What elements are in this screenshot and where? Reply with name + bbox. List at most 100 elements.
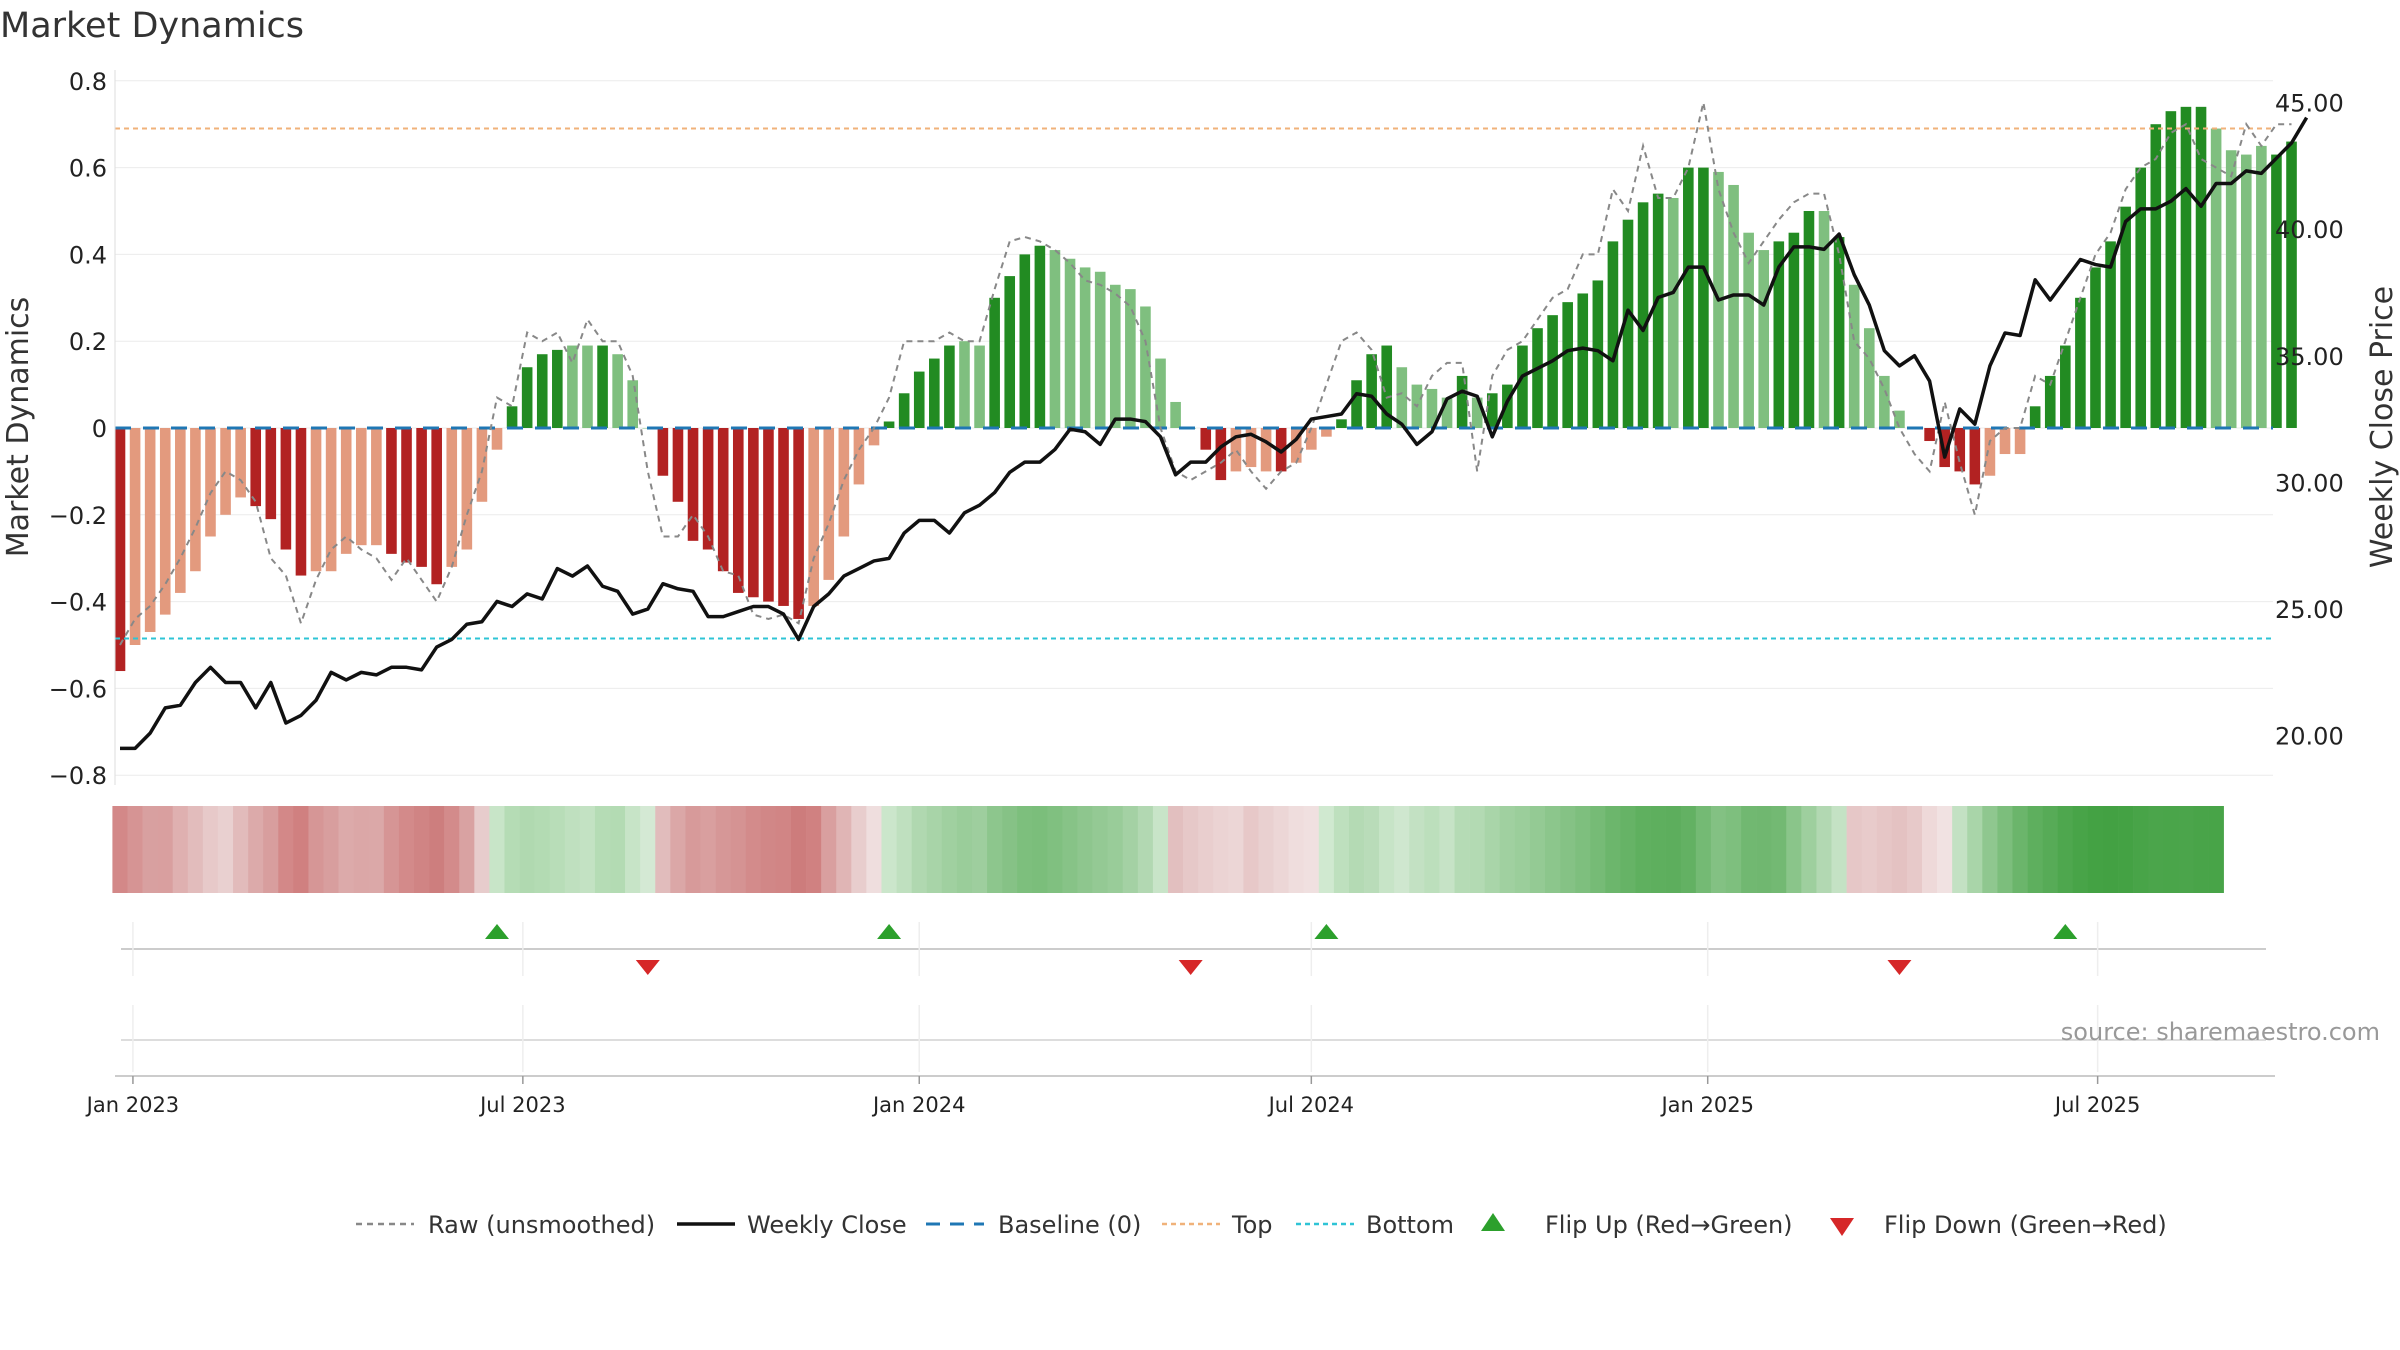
strip-cell bbox=[1771, 806, 1787, 893]
dynamics-bar bbox=[672, 428, 684, 502]
strip-cell bbox=[248, 806, 264, 893]
dynamics-bar bbox=[1562, 302, 1573, 428]
strip-cell bbox=[775, 806, 792, 893]
legend-raw: Raw (unsmoothed) bbox=[428, 1211, 655, 1239]
strip-cell bbox=[1333, 806, 1350, 893]
strip-cell bbox=[1348, 806, 1365, 893]
strip-cell bbox=[1545, 806, 1561, 893]
dynamics-bar bbox=[597, 345, 608, 428]
dynamics-bar bbox=[1939, 428, 1950, 468]
dynamics-bar bbox=[959, 341, 970, 428]
strip-cell bbox=[655, 806, 671, 893]
strip-cell bbox=[1243, 806, 1259, 893]
strip-cell bbox=[2102, 806, 2119, 893]
dynamics-bar bbox=[295, 428, 307, 576]
strip-cell bbox=[1922, 806, 1938, 893]
strip-cell bbox=[564, 806, 581, 893]
flip-down-marker bbox=[635, 960, 660, 975]
y2-tick-label: 40.00 bbox=[2275, 216, 2344, 244]
dynamics-bar bbox=[1622, 219, 1634, 428]
strip-cell bbox=[2042, 806, 2059, 893]
dynamics-bar bbox=[401, 428, 412, 563]
strip-cell bbox=[1982, 806, 1998, 893]
strip-cell bbox=[579, 806, 596, 893]
dynamics-bar bbox=[567, 345, 578, 428]
legend-top: Top bbox=[1231, 1211, 1273, 1239]
strip-cell bbox=[1846, 806, 1862, 893]
strip-cell bbox=[2118, 806, 2134, 893]
dynamics-bar bbox=[1441, 397, 1453, 428]
strip-cell bbox=[2087, 806, 2104, 893]
dynamics-bar bbox=[717, 428, 729, 572]
dynamics-bar bbox=[2060, 345, 2071, 428]
strip-cell bbox=[2193, 806, 2209, 893]
x-tick-label: Jul 2025 bbox=[2053, 1093, 2140, 1117]
strip-cell bbox=[217, 806, 234, 893]
dynamics-bar bbox=[536, 354, 548, 428]
strip-cell bbox=[926, 806, 943, 893]
strip-cell bbox=[323, 806, 339, 893]
strip-cell bbox=[1318, 806, 1335, 893]
dynamics-bar bbox=[2195, 106, 2207, 428]
strip-cell bbox=[1107, 806, 1124, 893]
strip-cell bbox=[1198, 806, 1214, 893]
dynamics-bar bbox=[1698, 167, 1709, 428]
strip-cell bbox=[1967, 806, 1983, 893]
strip-cell bbox=[1122, 806, 1139, 893]
dynamics-bar bbox=[1215, 428, 1227, 481]
dynamics-bar bbox=[2256, 145, 2267, 428]
dynamics-bar bbox=[2286, 141, 2297, 428]
strip-cell bbox=[1816, 806, 1832, 893]
flip-up-marker bbox=[877, 924, 902, 939]
legend-baseline: Baseline (0) bbox=[998, 1211, 1141, 1239]
strip-cell bbox=[1665, 806, 1682, 893]
strip-cell bbox=[142, 806, 158, 893]
strip-cell bbox=[1891, 806, 1908, 893]
y-tick-label: 0 bbox=[92, 415, 107, 443]
dynamics-bar bbox=[310, 428, 322, 572]
dynamics-bar bbox=[612, 354, 623, 428]
flip-panel bbox=[121, 922, 2266, 976]
dynamics-bar bbox=[1125, 289, 1136, 428]
y2-axis-label: Weekly Close Price bbox=[2365, 286, 2400, 568]
y-axis-right: 45.00 40.00 35.00 30.00 25.00 20.00 bbox=[2275, 89, 2344, 750]
x-axis: Jan 2023 Jul 2023 Jan 2024 Jul 2024 Jan 2025… bbox=[85, 1075, 2275, 1117]
strip-cell bbox=[610, 806, 626, 893]
strip-cell bbox=[1303, 806, 1320, 893]
strip-cell bbox=[127, 806, 143, 893]
close-line bbox=[120, 116, 2309, 751]
dynamics-bar bbox=[1848, 284, 1860, 428]
dynamics-bar bbox=[144, 428, 156, 632]
strip-cell bbox=[1258, 806, 1274, 893]
y-tick-label: −0.2 bbox=[49, 502, 107, 530]
strip-cell bbox=[1273, 806, 1289, 893]
strip-cell bbox=[1801, 806, 1817, 893]
strip-cell bbox=[1876, 806, 1893, 893]
dynamics-bar bbox=[2240, 154, 2252, 428]
strip-cell bbox=[1409, 806, 1425, 893]
dynamics-bar bbox=[2180, 106, 2192, 428]
y-axis-left: 0.8 0.6 0.4 0.2 0 −0.2 −0.4 −0.6 −0.8 bbox=[49, 68, 116, 790]
dynamics-bar bbox=[431, 428, 442, 585]
dynamics-bar bbox=[732, 428, 744, 593]
y2-tick-label: 25.00 bbox=[2275, 596, 2344, 624]
strip-cell bbox=[594, 806, 611, 893]
strip-cell bbox=[308, 806, 324, 893]
dynamics-bar bbox=[340, 428, 352, 554]
dynamics-bar bbox=[2029, 406, 2041, 428]
strip-cell bbox=[715, 806, 731, 893]
strip-cell bbox=[1364, 806, 1380, 893]
dynamics-bar bbox=[1607, 241, 1619, 428]
dynamics-bar bbox=[386, 428, 397, 554]
strip-cell bbox=[821, 806, 837, 893]
dynamics-bar bbox=[446, 428, 458, 567]
strip-cell bbox=[444, 806, 460, 893]
strip-cell bbox=[1183, 806, 1199, 893]
strip-cell bbox=[911, 806, 928, 893]
strip-cell bbox=[881, 806, 897, 893]
flip-up-marker bbox=[1314, 924, 1339, 939]
strip-cell bbox=[1635, 806, 1651, 893]
strip-cell bbox=[1741, 806, 1757, 893]
strip-cell bbox=[263, 806, 279, 893]
